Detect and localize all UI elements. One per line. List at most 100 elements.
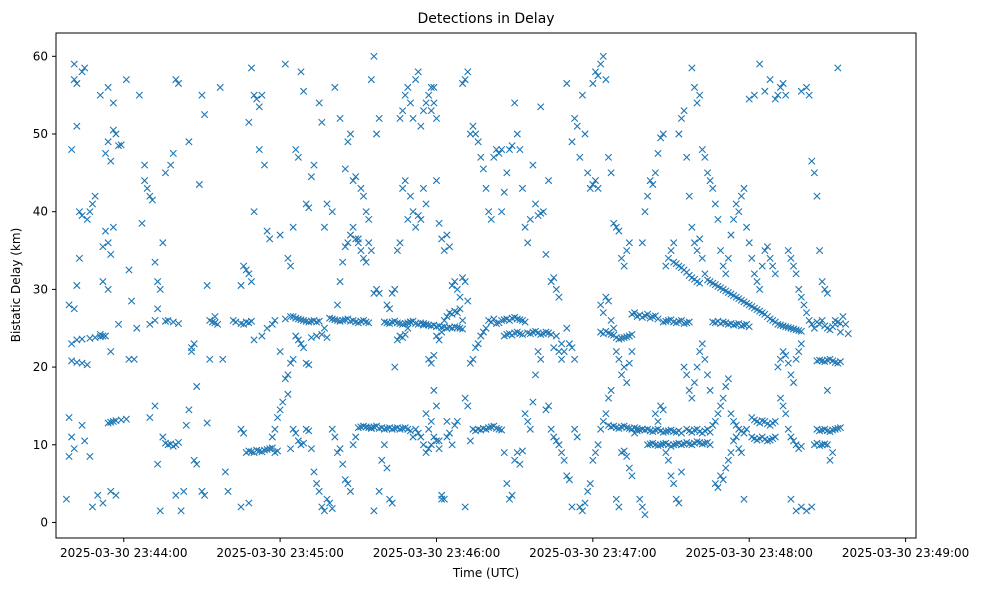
- data-point: [774, 320, 782, 328]
- data-point: [401, 177, 409, 185]
- data-point: [409, 433, 417, 441]
- data-point: [451, 278, 459, 286]
- data-point: [802, 507, 811, 515]
- data-point: [657, 134, 665, 142]
- data-point: [96, 330, 104, 339]
- data-point: [555, 293, 563, 301]
- data-point: [745, 323, 753, 331]
- data-point: [378, 456, 386, 464]
- data-point: [563, 472, 571, 480]
- data-point: [339, 258, 347, 266]
- data-point: [78, 68, 86, 76]
- data-point: [729, 417, 738, 426]
- data-point: [253, 446, 261, 454]
- data-point: [844, 330, 852, 338]
- data-point: [273, 413, 282, 422]
- data-point: [547, 330, 555, 339]
- data-point: [333, 316, 342, 325]
- data-point: [200, 491, 209, 499]
- data-point: [690, 379, 699, 387]
- data-point: [190, 340, 198, 348]
- data-point: [232, 318, 240, 326]
- data-point: [774, 91, 782, 99]
- data-point: [808, 157, 816, 165]
- data-point: [732, 433, 740, 441]
- data-point: [620, 447, 628, 455]
- x-tick-label: 2025-03-30 23:49:00: [842, 546, 969, 560]
- data-point: [336, 278, 344, 286]
- data-point: [479, 165, 487, 173]
- data-point: [659, 406, 667, 414]
- data-point: [789, 262, 798, 270]
- data-point: [109, 126, 117, 134]
- data-point: [836, 424, 845, 432]
- data-point: [125, 266, 133, 274]
- data-point: [372, 285, 381, 293]
- data-point: [422, 99, 430, 107]
- data-point: [529, 161, 537, 169]
- data-point: [797, 340, 805, 348]
- data-point: [636, 495, 644, 503]
- data-point: [146, 192, 154, 200]
- data-point: [604, 153, 613, 161]
- data-point: [693, 363, 701, 371]
- data-point: [706, 386, 714, 394]
- data-point: [477, 153, 485, 161]
- data-point: [156, 507, 164, 515]
- data-point: [571, 114, 579, 123]
- data-point: [451, 323, 459, 331]
- data-point: [114, 320, 123, 328]
- data-point: [211, 312, 219, 321]
- data-point: [401, 91, 409, 99]
- data-point: [815, 246, 824, 255]
- data-point: [414, 68, 422, 76]
- data-point: [628, 330, 636, 339]
- data-point: [659, 130, 667, 138]
- data-point: [607, 386, 615, 394]
- data-point: [594, 184, 602, 192]
- data-point: [810, 324, 818, 332]
- data-point: [537, 355, 545, 363]
- data-point: [383, 301, 391, 309]
- data-point: [380, 425, 388, 433]
- data-point: [172, 76, 180, 84]
- data-point: [727, 410, 735, 418]
- data-point: [299, 87, 308, 95]
- data-point: [782, 410, 790, 418]
- data-point: [732, 320, 740, 328]
- data-point: [557, 340, 566, 348]
- data-point: [430, 83, 438, 91]
- data-point: [91, 192, 99, 200]
- data-point: [516, 316, 524, 324]
- data-point: [756, 285, 764, 293]
- data-point: [404, 324, 412, 332]
- data-point: [73, 79, 81, 88]
- data-point: [286, 312, 295, 321]
- data-point: [815, 427, 824, 435]
- data-points: [62, 52, 852, 519]
- data-point: [352, 433, 360, 441]
- data-point: [190, 456, 198, 464]
- data-point: [563, 324, 571, 332]
- data-point: [787, 495, 795, 503]
- data-point: [438, 328, 446, 336]
- data-point: [127, 297, 136, 305]
- data-point: [696, 235, 704, 243]
- data-point: [732, 200, 740, 208]
- data-point: [787, 433, 795, 441]
- data-point: [651, 441, 659, 449]
- data-point: [318, 503, 326, 511]
- data-point: [482, 184, 490, 192]
- data-point: [268, 433, 276, 441]
- data-point: [795, 326, 803, 335]
- data-point: [404, 215, 412, 224]
- data-point: [292, 332, 300, 340]
- data-point: [492, 145, 501, 154]
- data-point: [706, 428, 714, 436]
- data-point: [769, 262, 777, 270]
- data-point: [500, 448, 508, 457]
- data-point: [328, 504, 336, 513]
- data-point: [508, 142, 516, 150]
- data-point: [490, 153, 498, 161]
- data-point: [568, 344, 576, 352]
